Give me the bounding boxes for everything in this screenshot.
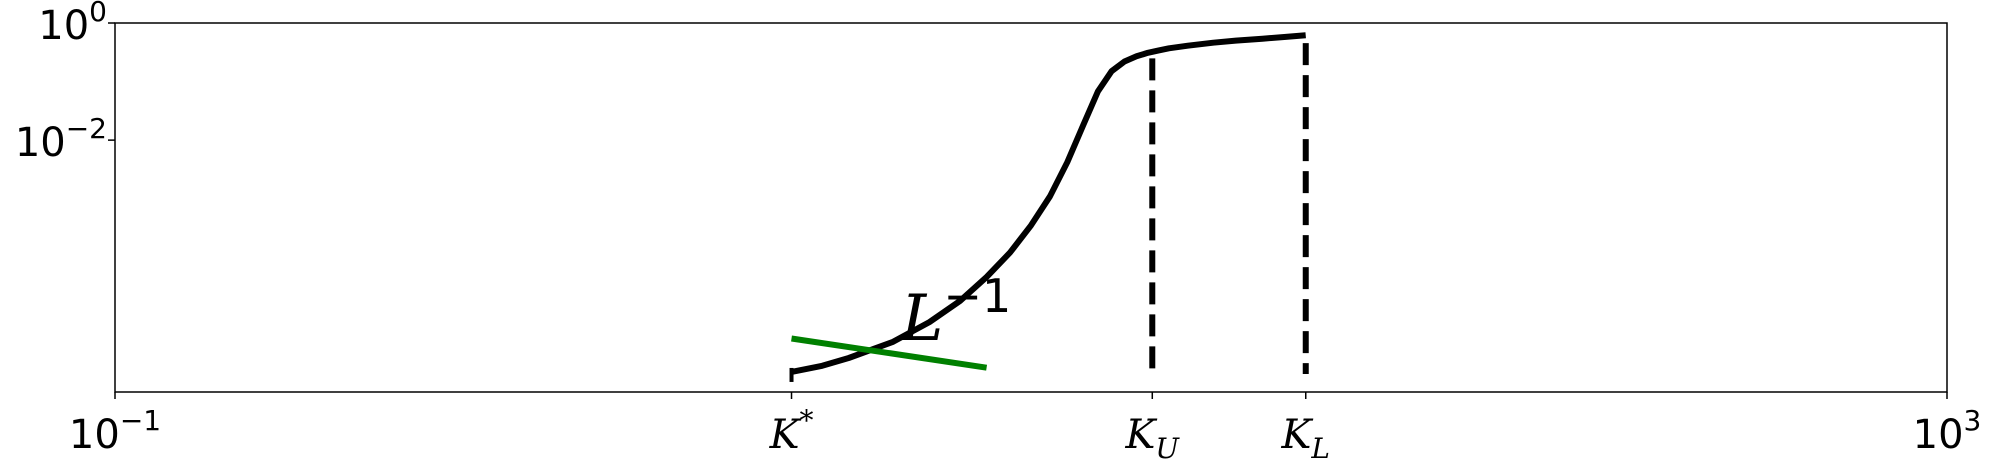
y-tick-label: 10−2 bbox=[15, 112, 107, 166]
slope-reference-line bbox=[791, 335, 988, 371]
x-tick-label: K* bbox=[769, 404, 814, 458]
x-tick-label: KL bbox=[1281, 412, 1330, 465]
plot-area-frame bbox=[114, 22, 1948, 393]
tick-group: 10−1 K* KU KL 103 100 10−2 bbox=[15, 0, 1982, 465]
y-tick-label: 100 bbox=[38, 0, 107, 49]
x-tick-label: 103 bbox=[1913, 404, 1982, 458]
x-tick-label: 10−1 bbox=[69, 404, 161, 458]
main-curve-line bbox=[790, 32, 1306, 375]
series-group bbox=[789, 32, 1309, 382]
x-tick-label: KU bbox=[1125, 412, 1181, 465]
annotation-group: L−1 bbox=[900, 269, 1011, 356]
slope-annotation: L−1 bbox=[900, 269, 1011, 356]
